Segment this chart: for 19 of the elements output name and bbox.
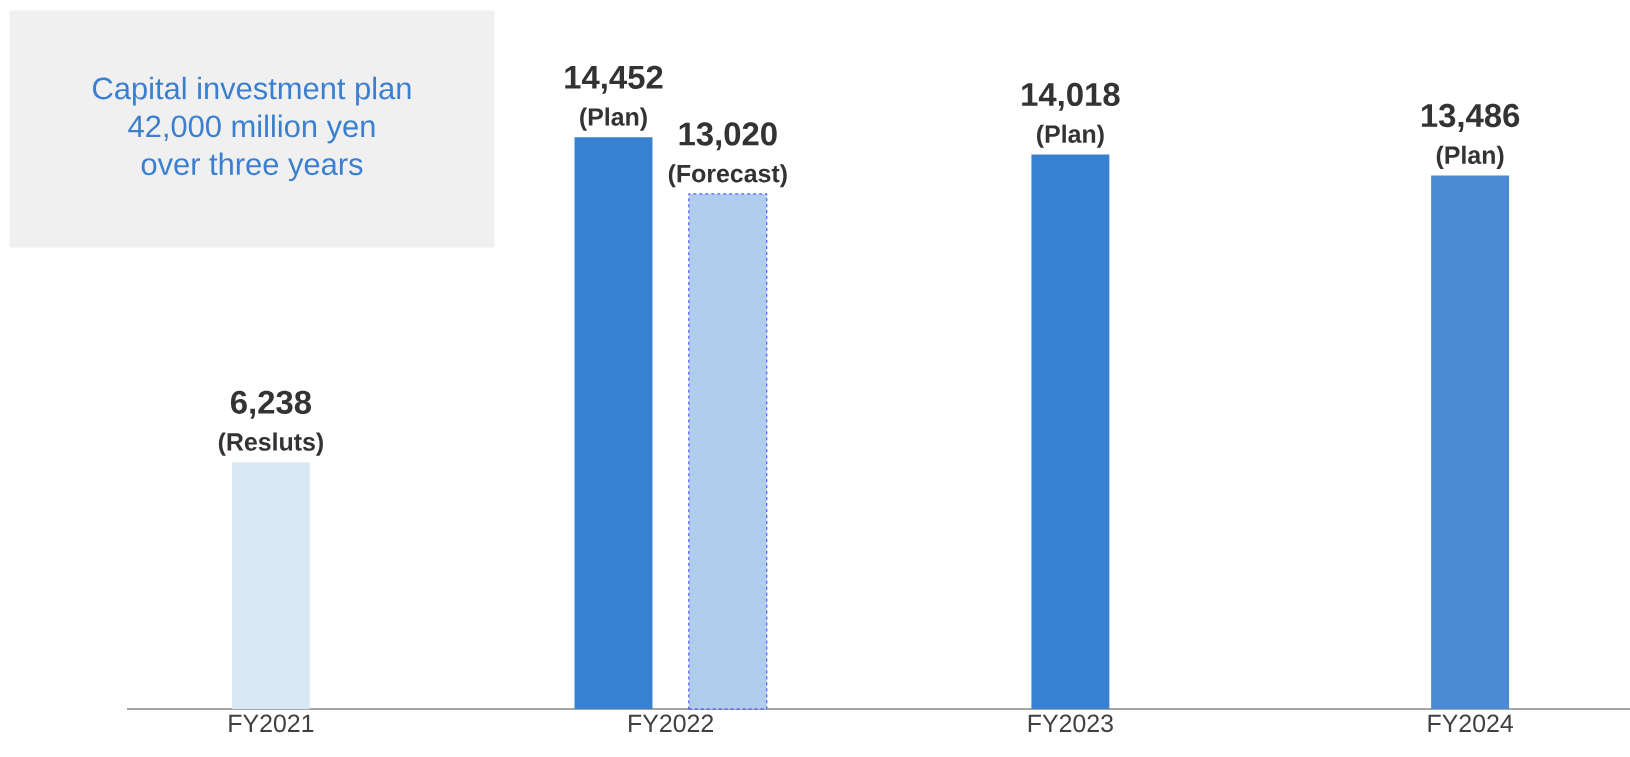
bar (688, 193, 768, 710)
bar (1431, 175, 1510, 709)
data-label: 13,486 (1421, 103, 1520, 132)
data-label: 6,238 (230, 390, 312, 419)
bar (1031, 154, 1110, 709)
annotation: (Resluts) (218, 432, 323, 456)
x-tick-label: FY2024 (1428, 714, 1513, 733)
annotation: (Forecast) (668, 164, 787, 188)
data-label: 14,452 (565, 65, 663, 94)
bar (231, 462, 310, 709)
annotation: Capital investment plan 42,000 million yen over three years (93, 76, 411, 182)
data-label: 13,020 (679, 122, 777, 151)
x-tick-label: FY2023 (1028, 714, 1113, 733)
x-tick-label: FY2021 (229, 714, 314, 733)
annotation: (Plan) (1436, 145, 1504, 169)
data-label: 14,018 (1022, 82, 1120, 111)
annotation: (Plan) (1037, 124, 1104, 148)
text: (Plan) (580, 107, 647, 131)
x-tick-label: FY2022 (629, 714, 713, 733)
